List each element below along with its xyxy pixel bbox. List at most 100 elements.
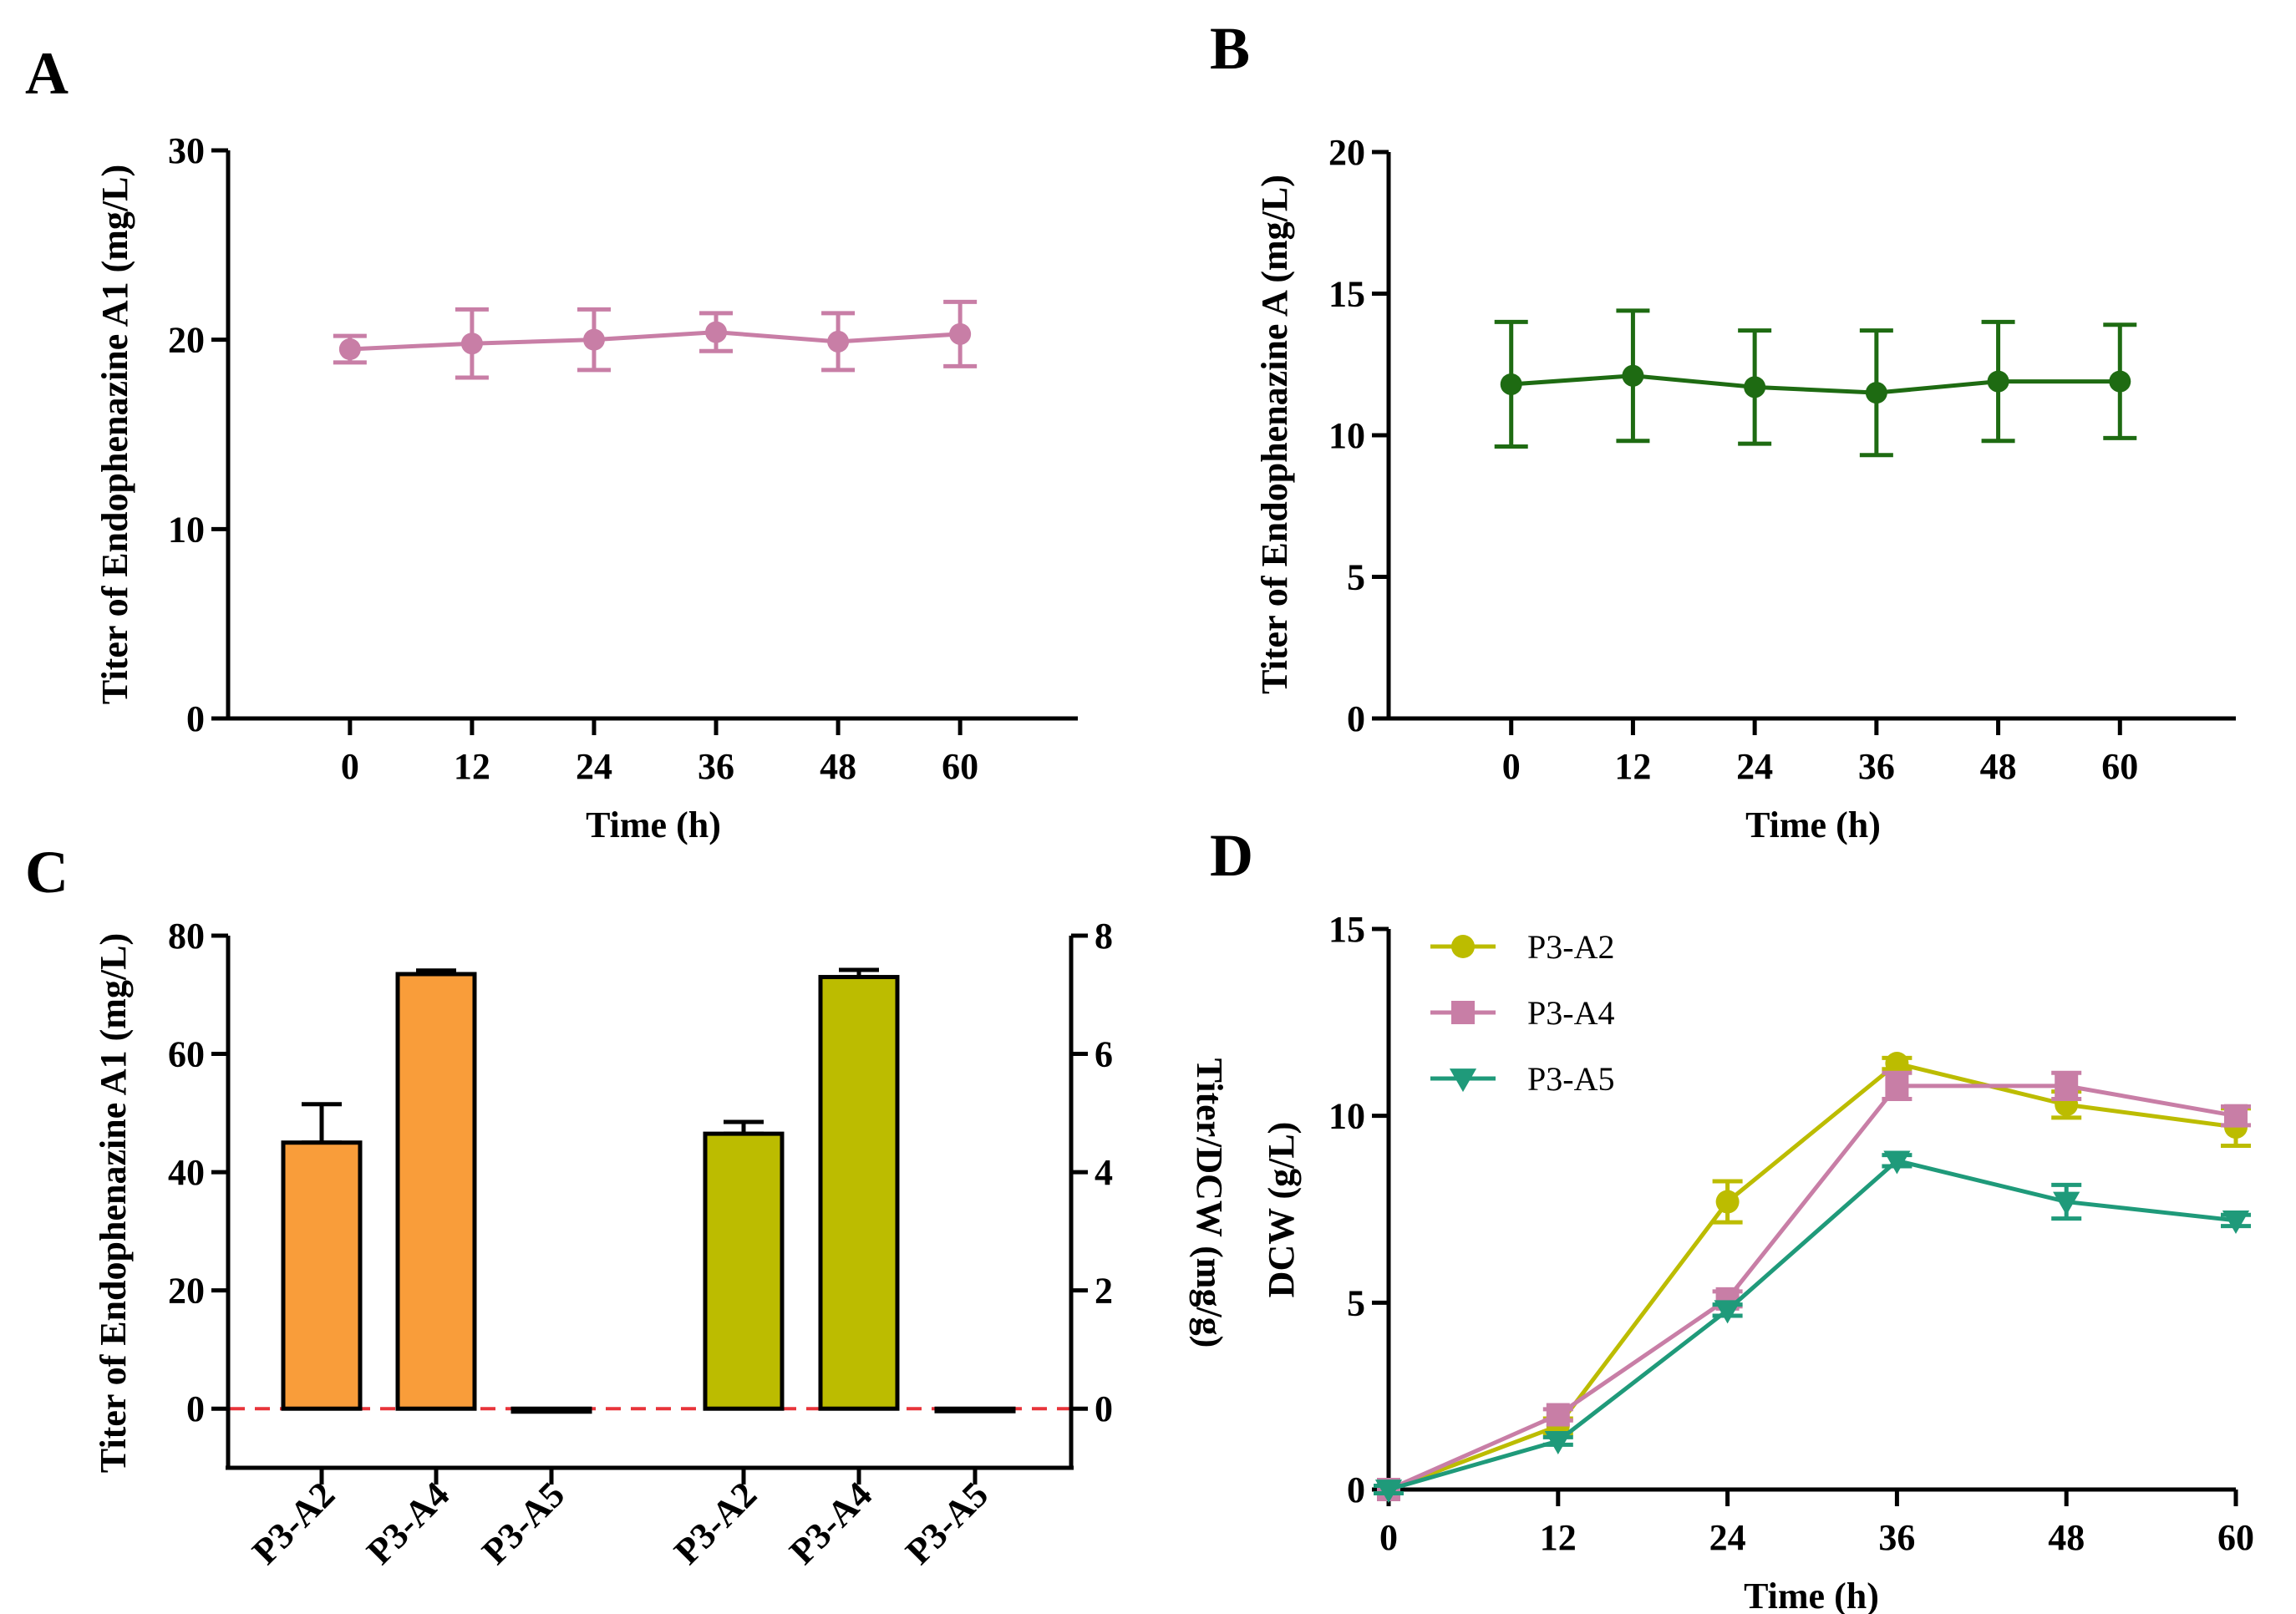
panel-d-x-title: Time (h)	[1744, 1576, 1879, 1614]
legend-label: P3-A4	[1527, 994, 1614, 1032]
panel-c-left-tick-label: 20	[168, 1271, 205, 1312]
panel-a-data-point	[582, 328, 605, 351]
panel-d-point-p3-a5	[2053, 1191, 2080, 1216]
panel-d-x-tick-label: 0	[1379, 1517, 1398, 1558]
panel-b-y-tick-label: 15	[1328, 274, 1365, 315]
panel-c-right-tick-label: 4	[1095, 1152, 1113, 1193]
panel-b-data-point	[2109, 370, 2131, 393]
panel-c-y2-title: Titer/DCW (mg/g)	[1189, 1058, 1230, 1348]
panel-d-point-p3-a4	[2055, 1073, 2079, 1098]
panel-d-point-p3-a4	[2224, 1104, 2248, 1128]
panel-b-data-point	[1622, 364, 1644, 387]
panel-b-x-tick-label: 12	[1614, 746, 1651, 787]
panel-a-series	[333, 299, 978, 380]
panel-b: B 0 12 24 36 48 60 0 5 10 15 20 Time (h) Titer of …	[1210, 15, 2236, 845]
panel-a-data-point	[949, 322, 972, 345]
panel-d-line-p3-a4	[1387, 1084, 2237, 1492]
panel-c-x-tick-label: P3-A2	[666, 1474, 764, 1572]
panel-c-bar	[395, 972, 477, 1411]
panel-d-line-p3-a5	[1388, 1158, 2237, 1492]
panel-c-left-tick-label: 40	[168, 1152, 205, 1193]
panel-d: D 0 12 24 36 48 60 0 5 10 15 P3-A2 P3-A4 P3-A5 Time…	[1210, 822, 2254, 1614]
panel-a-data-point	[338, 338, 361, 360]
panel-b-y-tick-label: 0	[1347, 698, 1365, 739]
panel-d-ticks: 0 12 24 36 48 60 0 5 10 15	[1328, 909, 2254, 1558]
panel-c-left-tick-label: 80	[168, 916, 205, 957]
panel-a-x-tick-label: 36	[698, 746, 734, 787]
panel-a-data-point	[827, 330, 850, 353]
panel-b-series-line	[1511, 373, 2121, 395]
panel-a-x-title: Time (h)	[586, 804, 721, 845]
panel-d-point-p3-a5	[1714, 1300, 1741, 1324]
panel-c-x-tick-label: P3-A4	[358, 1474, 457, 1572]
panel-a: A 0 12 24 36 48 60 0 10 20 30 Time (h) Titer of E…	[25, 40, 1078, 845]
panel-b-x-title: Time (h)	[1745, 804, 1881, 845]
panel-b-x-tick-label: 60	[2101, 746, 2138, 787]
legend-swatch-marker	[1451, 935, 1475, 958]
panel-b-ticks: 0 12 24 36 48 60 0 5 10 15 20	[1328, 132, 2138, 787]
panel-a-data-point	[460, 332, 483, 355]
panel-d-point-p3-a4	[1546, 1403, 1570, 1427]
legend-swatch-marker	[1451, 1001, 1475, 1024]
panel-d-point-p3-a5	[1883, 1150, 1911, 1175]
panel-b-data-point	[1865, 382, 1887, 404]
panel-c-series	[230, 967, 1069, 1414]
panel-d-series	[1374, 1052, 2251, 1504]
panel-a-series-line	[349, 330, 961, 352]
panel-d-y-tick-label: 10	[1328, 1096, 1365, 1137]
panel-c-left-tick-label: 60	[168, 1034, 205, 1075]
panel-d-point-p3-a2	[1715, 1190, 1740, 1214]
panel-b-x-tick-label: 24	[1736, 746, 1773, 787]
panel-b-y-tick-label: 5	[1347, 557, 1365, 598]
panel-c-error-bar	[302, 1102, 342, 1145]
panel-d-y-tick-label: 15	[1328, 909, 1365, 950]
panel-d-x-tick-label: 24	[1709, 1517, 1746, 1558]
legend-label: P3-A5	[1527, 1060, 1614, 1098]
panel-a-x-tick-label: 48	[820, 746, 856, 787]
panel-c-x-tick-label: P3-A2	[244, 1474, 343, 1572]
panel-c-right-tick-label: 8	[1095, 916, 1113, 957]
panel-d-x-tick-label: 48	[2048, 1517, 2085, 1558]
panel-b-data-point	[1500, 373, 1522, 395]
panel-b-data-point	[1987, 370, 2009, 393]
panel-d-y-title: DCW (g/L)	[1261, 1122, 1302, 1298]
legend-label: P3-A2	[1527, 928, 1614, 966]
panel-a-y-title: Titer of Endophenazine A1 (mg/L)	[94, 165, 135, 704]
panel-a-y-tick-label: 10	[168, 509, 205, 550]
panel-d-point-p3-a5	[2222, 1210, 2250, 1235]
panel-d-x-tick-label: 12	[1540, 1517, 1577, 1558]
panel-c-right-tick-label: 2	[1095, 1271, 1113, 1312]
panel-label-c: C	[25, 839, 69, 906]
panel-c-x-tick-label: P3-A5	[897, 1474, 996, 1572]
panel-a-x-tick-label: 24	[576, 746, 612, 787]
panel-d-x-tick-label: 36	[1878, 1517, 1915, 1558]
panel-c-right-tick-label: 0	[1095, 1388, 1113, 1429]
panel-a-y-tick-label: 30	[168, 130, 205, 171]
panel-label-d: D	[1210, 822, 1253, 889]
panel-b-y-tick-label: 10	[1328, 415, 1365, 456]
panel-c-bar	[703, 1131, 785, 1411]
panel-d-point-p3-a2	[1885, 1052, 1909, 1076]
panel-d-point-p3-a5	[1544, 1430, 1572, 1454]
panel-label-a: A	[25, 40, 69, 107]
panel-c-x-tick-label: P3-A4	[781, 1474, 880, 1572]
panel-a-y-tick-label: 20	[168, 320, 205, 361]
panel-c-bar	[934, 1406, 1016, 1414]
panel-label-b: B	[1210, 15, 1250, 82]
panel-b-x-tick-label: 48	[1980, 746, 2017, 787]
panel-d-legend: P3-A2 P3-A4 P3-A5	[1430, 928, 1614, 1098]
panel-d-line-p3-a2	[1388, 1061, 2237, 1492]
panel-b-y-tick-label: 20	[1328, 132, 1365, 173]
panel-c-bar	[281, 1140, 363, 1411]
panel-b-y-title: Titer of Endophenazine A (mg/L)	[1254, 175, 1295, 694]
panel-b-x-tick-label: 0	[1502, 746, 1521, 787]
panel-a-ticks: 0 12 24 36 48 60 0 10 20 30	[168, 130, 978, 787]
panel-d-point-p3-a4	[1885, 1073, 1909, 1098]
panel-a-data-point	[705, 321, 728, 343]
panel-c-y-title: Titer of Endophenazine A1 (mg/L)	[93, 933, 134, 1473]
panel-b-series	[1494, 308, 2137, 458]
panel-a-y-tick-label: 0	[186, 698, 205, 739]
panel-b-data-point	[1744, 376, 1766, 398]
